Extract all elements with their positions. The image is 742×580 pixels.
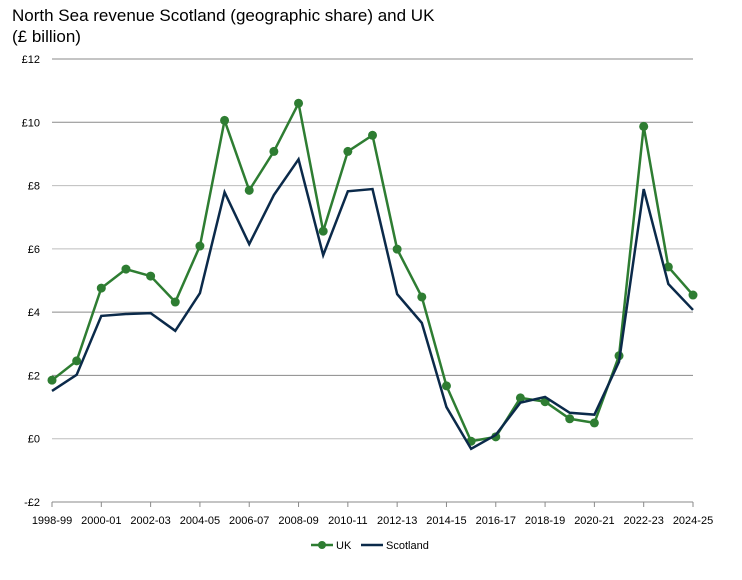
x-tick-label: 2012-13	[377, 515, 417, 527]
data-point-uk	[417, 292, 427, 302]
x-tick-label: 2020-21	[574, 515, 614, 527]
x-tick-label: 2000-01	[81, 515, 121, 527]
legend-marker-uk	[318, 541, 326, 549]
data-point-uk	[47, 375, 57, 385]
data-point-uk	[515, 393, 525, 403]
x-tick-label: 2008-09	[278, 515, 318, 527]
x-tick-label: 1998-99	[32, 515, 72, 527]
data-point-uk	[220, 115, 230, 125]
y-tick-label: £6	[28, 244, 40, 256]
chart-title-line-2: (£ billion)	[12, 27, 81, 46]
data-point-uk	[565, 414, 575, 424]
data-point-uk	[294, 98, 304, 108]
x-tick-label: 2010-11	[328, 515, 368, 527]
y-tick-label: £4	[28, 307, 40, 319]
chart-title-line-1: North Sea revenue Scotland (geographic s…	[12, 6, 435, 25]
data-point-uk	[491, 432, 501, 442]
x-tick-label: 2024-25	[673, 515, 713, 527]
y-tick-label: -£2	[24, 497, 40, 509]
x-tick-label: 2004-05	[180, 515, 220, 527]
data-point-uk	[441, 381, 451, 391]
data-point-uk	[72, 356, 82, 366]
data-point-uk	[392, 244, 402, 254]
chart-title: North Sea revenue Scotland (geographic s…	[12, 5, 434, 47]
series-line-uk	[51, 99, 694, 443]
data-point-uk	[195, 241, 205, 251]
data-point-uk	[663, 262, 673, 272]
data-point-uk	[170, 297, 180, 307]
series-line-scotland	[51, 156, 694, 451]
x-tick-label: 2018-19	[525, 515, 565, 527]
y-tick-label: £12	[22, 54, 40, 66]
y-tick-label: £8	[28, 181, 40, 193]
data-point-uk	[368, 130, 377, 140]
data-point-uk	[343, 146, 353, 156]
data-point-uk	[121, 264, 131, 274]
legend-label-scotland: Scotland	[386, 540, 429, 552]
data-point-uk	[244, 185, 254, 195]
data-point-uk	[688, 290, 698, 300]
legend-label-uk: UK	[336, 540, 352, 552]
x-tick-label: 2014-15	[426, 515, 466, 527]
x-tick-label: 2006-07	[229, 515, 269, 527]
data-point-uk	[96, 283, 106, 293]
x-tick-label: 2002-03	[130, 515, 170, 527]
y-tick-label: £2	[28, 370, 40, 382]
data-point-uk	[589, 418, 599, 428]
y-tick-label: £10	[22, 117, 40, 129]
data-point-uk	[639, 121, 649, 131]
data-point-uk	[318, 226, 328, 236]
x-tick-label: 2022-23	[624, 515, 664, 527]
data-point-uk	[146, 271, 156, 281]
x-tick-label: 2016-17	[476, 515, 516, 527]
data-point-uk	[269, 146, 279, 156]
y-tick-label: £0	[28, 434, 40, 446]
